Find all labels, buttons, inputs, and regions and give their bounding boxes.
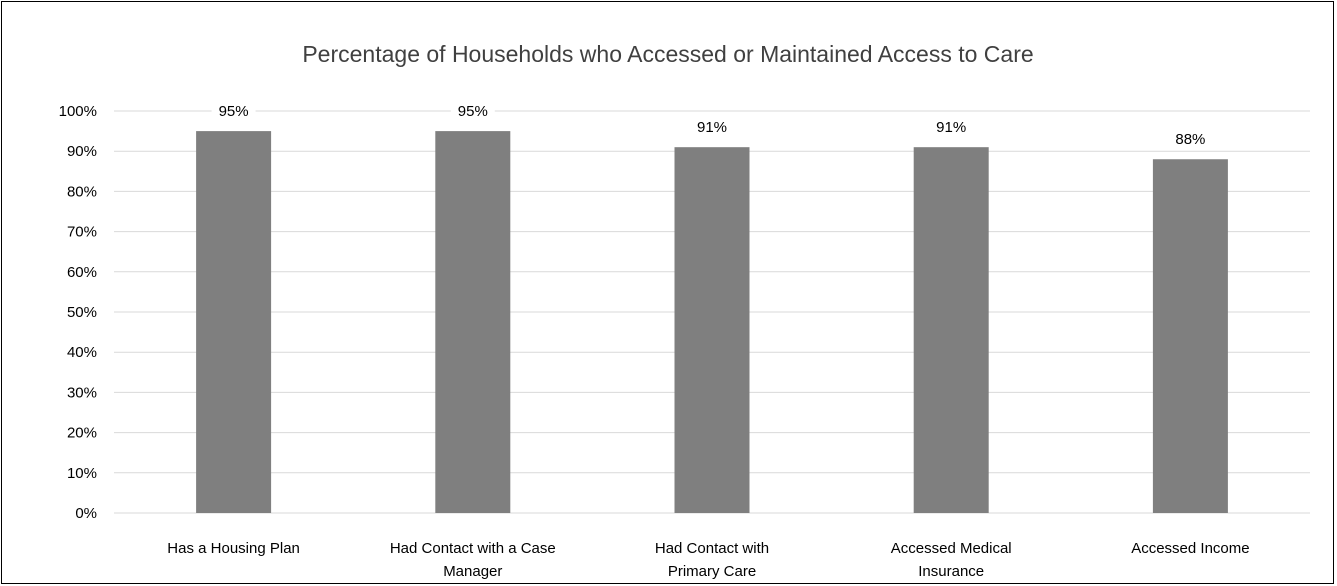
category-label: Accessed Income [1131, 540, 1249, 557]
data-label-background [690, 115, 734, 138]
data-label: 95% [458, 103, 488, 120]
data-labels: 95% 95% 91% 91% 88% [211, 99, 1213, 150]
y-tick-label: 70% [67, 224, 97, 241]
category-label: Accessed Medical [891, 540, 1012, 557]
category-label: Manager [443, 563, 502, 580]
bars [196, 131, 1228, 514]
chart-title: Percentage of Households who Accessed or… [302, 41, 1033, 67]
y-tick-label: 10% [67, 465, 97, 482]
category-label: Had Contact with a Case [390, 540, 556, 557]
data-label: 91% [697, 119, 727, 136]
data-label-background [450, 99, 495, 122]
data-label-background [1168, 127, 1213, 150]
data-label-background [929, 115, 974, 138]
y-tick-label: 20% [67, 425, 97, 442]
y-tick-label: 40% [67, 344, 97, 361]
y-tick-label: 90% [67, 143, 97, 160]
category-label: Has a Housing Plan [167, 540, 300, 557]
y-tick-label: 0% [75, 505, 97, 522]
category-label: Had Contact with [655, 540, 769, 557]
data-label: 95% [219, 103, 249, 120]
data-label: 88% [1175, 131, 1205, 148]
y-axis-ticks: 0% 10% 20% 30% 40% 50% 60% 70% 80% 90% 100% [59, 103, 97, 522]
bar [1152, 159, 1228, 514]
category-label: Insurance [918, 563, 984, 580]
y-tick-label: 50% [67, 304, 97, 321]
data-label: 91% [936, 119, 966, 136]
bar [196, 131, 272, 513]
bar [435, 131, 511, 513]
bar [913, 147, 989, 513]
y-tick-label: 60% [67, 264, 97, 281]
data-label-background [211, 99, 256, 122]
y-tick-label: 100% [59, 103, 97, 120]
category-label: Primary Care [668, 563, 756, 580]
x-axis-categories: Has a Housing Plan Had Contact with a Cas… [167, 540, 1249, 580]
bar [674, 147, 750, 513]
y-tick-label: 80% [67, 183, 97, 200]
y-tick-label: 30% [67, 384, 97, 401]
